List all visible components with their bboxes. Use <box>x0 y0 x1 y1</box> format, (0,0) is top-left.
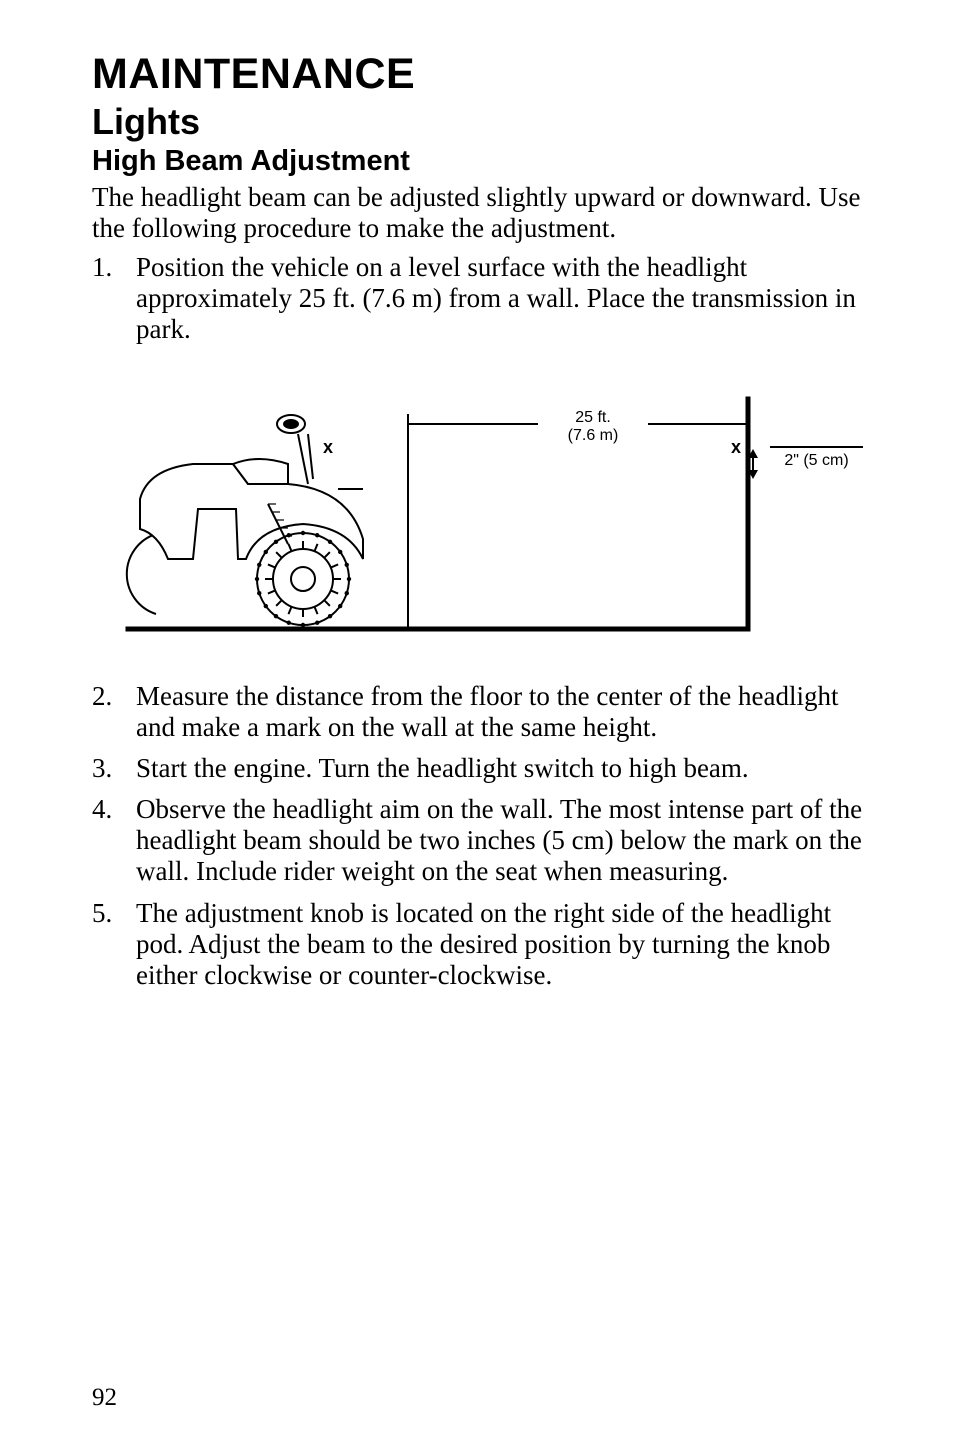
svg-text:x: x <box>323 437 333 457</box>
page-title-maintenance: MAINTENANCE <box>92 50 884 99</box>
step-4: Observe the headlight aim on the wall. T… <box>92 794 884 887</box>
section-title-lights: Lights <box>92 101 884 143</box>
svg-text:2" (5 cm): 2" (5 cm) <box>784 452 848 469</box>
svg-text:(7.6 m): (7.6 m) <box>568 427 619 444</box>
step-1: Position the vehicle on a level surface … <box>92 252 884 345</box>
step-3: Start the engine. Turn the headlight swi… <box>92 753 884 784</box>
headlight-diagram-svg: x x 25 ft.(7.6 m) 2" (5 cm) <box>108 369 868 649</box>
subsection-title-high-beam: High Beam Adjustment <box>92 145 884 178</box>
intro-paragraph: The headlight beam can be adjusted sligh… <box>92 182 884 244</box>
svg-text:25 ft.: 25 ft. <box>575 409 611 426</box>
page-number: 92 <box>92 1384 117 1412</box>
step-5: The adjustment knob is located on the ri… <box>92 898 884 991</box>
procedure-list-continued: Measure the distance from the floor to t… <box>92 681 884 990</box>
procedure-list: Position the vehicle on a level surface … <box>92 252 884 345</box>
svg-text:x: x <box>731 437 741 457</box>
headlight-diagram: x x 25 ft.(7.6 m) 2" (5 cm) <box>92 369 884 649</box>
step-2: Measure the distance from the floor to t… <box>92 681 884 743</box>
